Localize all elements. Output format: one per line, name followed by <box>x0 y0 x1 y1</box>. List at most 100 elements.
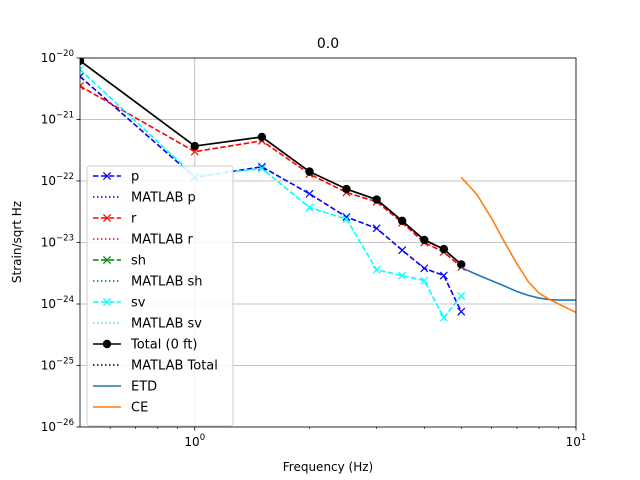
data-point-total-0-ft <box>342 184 351 194</box>
legend-entry-matlab-sh: MATLAB sh <box>93 275 203 290</box>
data-point-stroke <box>439 271 448 280</box>
plot-area: 100 101 10−26 10−25 10−24 10−23 10−22 10−21 10−2… <box>41 49 587 449</box>
legend-box <box>86 165 234 427</box>
data-point-total-0-ft <box>420 235 429 245</box>
legend-swatch-marker <box>102 255 112 265</box>
legend-label: MATLAB r <box>131 233 194 248</box>
data-point-stroke <box>80 68 85 74</box>
data-point-sv <box>257 164 266 173</box>
y-tick-label: 10−21 <box>41 111 74 127</box>
data-point-total-0-ft <box>80 58 85 66</box>
data-point-stroke <box>420 276 429 285</box>
data-point-stroke <box>305 189 314 198</box>
legend-label: MATLAB p <box>131 191 196 206</box>
legend-swatch-marker <box>102 213 112 223</box>
y-tick-label: 10−24 <box>41 295 74 311</box>
legend-swatch-marker <box>102 171 112 181</box>
legend-label: MATLAB sh <box>131 275 203 290</box>
ticks: 100 101 10−26 10−25 10−24 10−23 10−22 10−21 10−2… <box>41 49 587 449</box>
legend-label: ETD <box>131 380 157 395</box>
data-point-p <box>420 264 429 273</box>
data-point-stroke <box>342 212 351 222</box>
legend-entry-etd: ETD <box>93 380 157 395</box>
x-tick-label: 101 <box>566 433 587 449</box>
y-tick-label: 10−26 <box>41 418 74 434</box>
x-tick-label: 100 <box>184 433 205 449</box>
x-axis-label: Frequency (Hz) <box>283 460 374 474</box>
data-point-sv <box>342 215 351 224</box>
data-point-stroke <box>372 265 381 274</box>
data-point-stroke <box>342 215 351 224</box>
legend-label: MATLAB sv <box>131 317 202 332</box>
data-point-stroke <box>398 271 407 280</box>
legend-label: Total (0 ft) <box>130 338 198 353</box>
series-line-r <box>80 85 462 268</box>
legend-entry-r: r <box>93 212 137 227</box>
data-point-p <box>457 307 466 316</box>
data-point-stroke <box>80 72 85 78</box>
legend-label: sh <box>131 254 146 269</box>
data-point-p <box>372 224 381 233</box>
series-group <box>80 58 576 322</box>
data-point-total-0-ft <box>305 167 314 176</box>
data-point-sv <box>439 313 448 322</box>
legend-entry-matlab-p: MATLAB p <box>93 191 196 206</box>
legend-label: p <box>131 170 139 185</box>
data-point-total-0-ft <box>372 195 381 204</box>
data-point-p <box>342 212 351 222</box>
data-point-sv <box>305 203 314 212</box>
data-point-p <box>398 246 407 255</box>
y-tick-label: 10−25 <box>41 357 74 373</box>
data-point-p <box>80 72 85 81</box>
data-point-sv <box>457 291 466 301</box>
data-point-stroke <box>398 246 407 255</box>
data-point-sv <box>372 265 381 274</box>
data-point-stroke <box>420 264 429 273</box>
data-point-p <box>439 271 448 280</box>
data-point-stroke <box>80 75 85 81</box>
legend-label: r <box>131 212 137 227</box>
legend-entry-matlab-r: MATLAB r <box>93 233 194 248</box>
y-tick-label: 10−20 <box>41 49 74 65</box>
legend-entry-p: p <box>93 170 139 185</box>
legend-entry-total-0-ft: Total (0 ft) <box>93 338 198 353</box>
legend-entry-matlab-total: MATLAB Total <box>93 359 218 374</box>
data-point-stroke <box>80 65 85 71</box>
series-line-total-0-ft <box>80 60 462 266</box>
data-point-total-0-ft <box>397 216 407 226</box>
series-line-etd <box>460 266 576 301</box>
legend-label: CE <box>131 401 148 416</box>
data-point-stroke <box>257 164 266 173</box>
series-line-ce <box>460 176 576 314</box>
data-point-sv <box>80 65 85 74</box>
data-point-sv <box>398 271 407 280</box>
data-point-stroke <box>457 291 466 301</box>
y-axis-label: Strain/sqrt Hz <box>10 201 24 283</box>
legend-label: MATLAB Total <box>131 359 218 374</box>
data-point-total-0-ft <box>190 141 199 151</box>
legend-label: sv <box>131 296 146 311</box>
legend-entry-sh: sh <box>93 254 146 269</box>
data-point-stroke <box>372 224 381 233</box>
y-tick-label: 10−23 <box>41 234 74 250</box>
data-point-stroke <box>80 82 85 87</box>
data-point-sv <box>420 276 429 285</box>
legend-swatch-marker <box>102 339 112 349</box>
data-point-total-0-ft <box>257 132 267 142</box>
data-point-stroke <box>457 307 466 316</box>
data-point-stroke <box>80 85 85 91</box>
legend: p MATLAB p r MATLAB r sh MATLAB sh sv MATLAB sv… <box>86 165 234 427</box>
legend-swatch-marker <box>102 297 112 307</box>
legend-entry-matlab-sv: MATLAB sv <box>93 317 202 332</box>
data-point-total-0-ft <box>457 260 466 269</box>
data-point-p <box>305 189 314 198</box>
chart-title: 0.0 <box>317 36 339 52</box>
legend-entry-sv: sv <box>93 296 146 311</box>
y-tick-label: 10−22 <box>41 172 74 188</box>
legend-entry-ce: CE <box>93 401 148 416</box>
data-point-stroke <box>439 313 448 322</box>
data-point-r <box>80 82 85 91</box>
data-point-total-0-ft <box>439 244 448 254</box>
data-point-stroke <box>305 203 314 212</box>
